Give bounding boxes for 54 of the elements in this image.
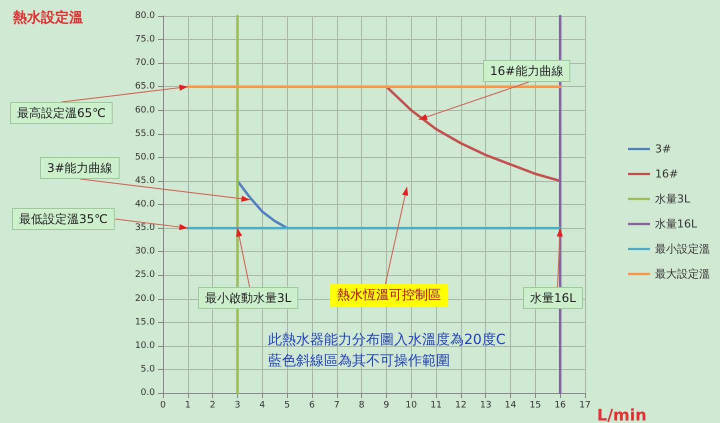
y-tick-label: 25.0 bbox=[134, 270, 156, 280]
y-tick-label: 65.0 bbox=[134, 82, 156, 92]
x-tick-label: 13 bbox=[480, 400, 492, 410]
line-series bbox=[236, 180, 288, 230]
x-tick-label: 15 bbox=[530, 400, 542, 410]
x-tick-label: 11 bbox=[430, 400, 442, 410]
x-tick-label: 6 bbox=[309, 400, 316, 410]
annotation: 最高設定溫65℃ bbox=[17, 106, 106, 120]
y-tick-label: 60.0 bbox=[134, 105, 156, 116]
x-tick-label: 7 bbox=[334, 400, 340, 410]
x-tick-label: 14 bbox=[504, 400, 517, 410]
x-axis-title: L/min bbox=[597, 406, 647, 423]
y-tick-label: 70.0 bbox=[134, 58, 156, 68]
annotation: 熱水恆溫可控制區 bbox=[337, 288, 441, 303]
x-tick-label: 2 bbox=[210, 400, 216, 410]
x-tick-label: 10 bbox=[406, 400, 418, 410]
annotation: 此熱水器能力分布圖入水溫度為20度C bbox=[268, 332, 506, 348]
y-tick-label: 80.0 bbox=[134, 11, 156, 21]
y-tick-label: 40.0 bbox=[134, 200, 156, 210]
x-tick-label: 1 bbox=[184, 400, 191, 410]
annotation: 最小啟動水量3L bbox=[205, 291, 292, 305]
text: 熱水設定溫 bbox=[12, 9, 83, 26]
y-tick-label: 55.0 bbox=[134, 128, 156, 139]
x-tick-label: 12 bbox=[455, 400, 467, 410]
legend-label: 16# bbox=[655, 168, 678, 180]
y-tick-label: 45.0 bbox=[134, 176, 156, 186]
x-tick-label: 0 bbox=[160, 400, 166, 410]
x-tick-label: 9 bbox=[384, 400, 390, 410]
y-tick-label: 30.0 bbox=[134, 246, 156, 257]
annotation: 藍色斜線區為其不可操作範圍 bbox=[268, 353, 450, 369]
x-tick-label: 16 bbox=[554, 400, 566, 410]
y-tick-label: 0.0 bbox=[140, 388, 156, 398]
y-tick-label: 20.0 bbox=[134, 294, 156, 304]
legend-label: 3# bbox=[655, 142, 672, 156]
legend-label: 最小設定溫 bbox=[655, 242, 710, 256]
y-tick-label: 50.0 bbox=[134, 152, 156, 162]
annotation: 3#能力曲線 bbox=[47, 161, 113, 175]
annotation: 水量16L bbox=[530, 291, 576, 305]
x-tick-label: 17 bbox=[579, 400, 591, 410]
x-tick-label: 8 bbox=[358, 400, 365, 410]
y-tick-label: 35.0 bbox=[134, 223, 156, 234]
x-tick-label: 5 bbox=[284, 400, 290, 410]
legend-label: 水量3L bbox=[655, 192, 691, 206]
y-tick-label: 5.0 bbox=[140, 364, 156, 374]
y-tick-label: 75.0 bbox=[134, 34, 156, 45]
legend-label: 水量16L bbox=[655, 218, 698, 230]
legend-label: 最大設定溫 bbox=[655, 268, 710, 280]
x-tick-label: 4 bbox=[259, 400, 266, 410]
annotation: 最低設定溫35℃ bbox=[19, 212, 108, 226]
y-tick-label: 10.0 bbox=[134, 340, 156, 351]
y-tick-label: 15.0 bbox=[134, 317, 156, 328]
line-series bbox=[385, 85, 562, 182]
x-tick-label: 3 bbox=[234, 400, 240, 410]
annotation: 16#能力曲線 bbox=[490, 64, 564, 78]
